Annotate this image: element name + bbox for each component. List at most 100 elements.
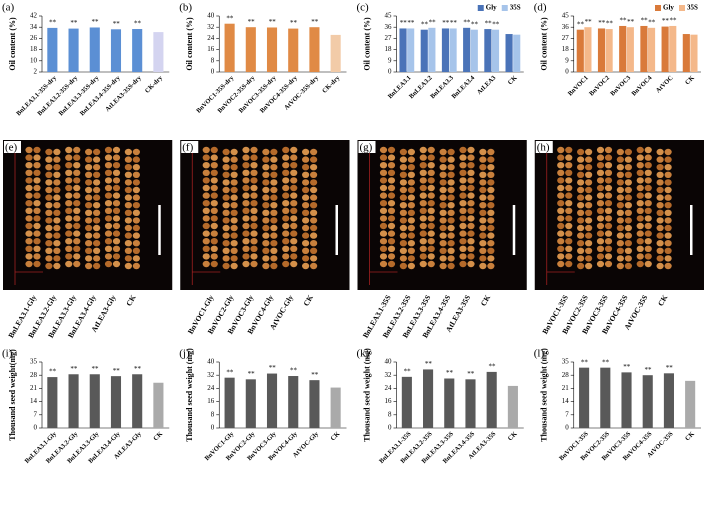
seed: [250, 230, 258, 237]
seed: [387, 154, 396, 161]
seed: [387, 215, 396, 222]
bar: [47, 377, 58, 428]
seed: [124, 156, 132, 163]
seed: [45, 209, 53, 216]
seed: [419, 146, 427, 154]
seed: [387, 169, 396, 176]
seed: [664, 217, 672, 224]
seed: [407, 148, 415, 156]
seed: [210, 192, 218, 199]
seed: [202, 230, 210, 237]
seed: [25, 230, 33, 237]
seed: [282, 162, 290, 169]
seed: [242, 200, 250, 207]
seed: [302, 186, 310, 194]
seed: [222, 255, 230, 262]
lane-label: CK: [479, 293, 493, 307]
seed: [467, 169, 475, 176]
seed: [93, 224, 101, 232]
seed: [596, 222, 605, 230]
lane-label: CK: [124, 293, 138, 307]
seed: [644, 154, 652, 161]
seed: [636, 177, 644, 184]
seed: [45, 171, 53, 178]
seed: [53, 209, 61, 216]
bar: [626, 27, 634, 72]
significance: **: [49, 19, 57, 27]
significance: **: [627, 18, 635, 26]
seed: [577, 224, 585, 232]
seed: [202, 200, 210, 207]
seed: [282, 169, 290, 176]
seed: [112, 230, 121, 237]
seed: [407, 247, 415, 254]
seed: [65, 154, 73, 161]
seed: [104, 200, 113, 207]
seed: [557, 238, 565, 245]
significance: **: [463, 18, 471, 26]
legend-label: 35S: [510, 4, 521, 12]
seed: [290, 230, 298, 237]
y-axis-label: Thousand seed weight (mg): [362, 348, 371, 442]
seed: [604, 230, 613, 237]
y-tick-label: 27: [562, 34, 570, 42]
seed: [656, 164, 664, 171]
seed: [557, 177, 565, 184]
seed: [242, 253, 250, 260]
seed: [132, 247, 140, 254]
seed: [250, 184, 258, 192]
seed: [604, 260, 613, 268]
bar: [132, 29, 143, 72]
y-tick-label: 27: [385, 34, 393, 42]
seed: [565, 222, 573, 230]
seed: [73, 230, 81, 237]
seed: [132, 232, 140, 239]
y-axis-label: Thousand seed weight(mg): [8, 349, 17, 441]
seed: [624, 179, 632, 186]
seed: [565, 207, 573, 214]
seed: [467, 253, 475, 260]
y-tick-label: 16: [207, 397, 215, 405]
y-tick-label: 7: [34, 410, 38, 418]
seed: [202, 222, 210, 230]
scale-bar: [158, 205, 161, 255]
x-tick-label: AtVOC: [655, 74, 675, 94]
seed: [85, 224, 93, 232]
scale-bar: [335, 205, 338, 255]
seed: [636, 162, 644, 169]
seed: [585, 164, 593, 171]
significance: **: [70, 365, 78, 373]
seed: [93, 186, 101, 194]
seed: [73, 169, 81, 176]
seed: [616, 217, 624, 224]
seed: [624, 194, 632, 201]
seed: [65, 169, 73, 176]
seed: [616, 262, 624, 270]
bar: [507, 385, 518, 428]
seed: [45, 247, 53, 254]
seed: [616, 164, 624, 171]
seed: [85, 186, 93, 194]
seed: [25, 192, 33, 199]
seed: [596, 245, 605, 252]
y-tick-label: 28: [30, 371, 38, 379]
seed: [399, 262, 407, 270]
seed: [656, 156, 664, 163]
seed: [132, 194, 140, 201]
significance: **: [226, 14, 234, 22]
seed: [93, 247, 101, 254]
bar: [132, 374, 143, 428]
seed: [596, 162, 605, 169]
seed: [290, 253, 298, 260]
seed: [447, 186, 455, 194]
seed: [577, 186, 585, 194]
seed: [53, 247, 61, 254]
seed: [604, 169, 613, 176]
seed: [399, 179, 407, 186]
seed: [45, 148, 53, 156]
seed: [624, 217, 632, 224]
bar: [470, 29, 478, 72]
seed: [302, 247, 310, 254]
seed: [616, 194, 624, 201]
seed: [664, 255, 672, 262]
